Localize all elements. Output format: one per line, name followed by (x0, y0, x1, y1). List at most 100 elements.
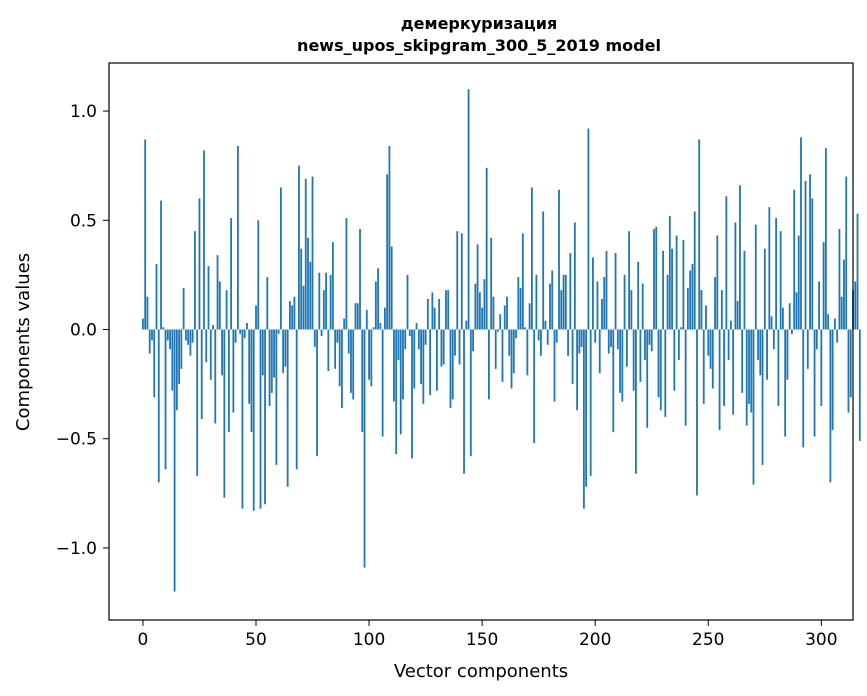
bar (300, 248, 303, 330)
bar (142, 318, 144, 330)
bar (379, 322, 382, 330)
bar (612, 329, 615, 433)
plot-frame (108, 62, 854, 621)
bar (700, 290, 703, 330)
bar (779, 231, 782, 330)
bar (309, 261, 312, 330)
bar (576, 329, 579, 411)
bar (644, 329, 646, 361)
bar (454, 329, 456, 356)
bar (619, 329, 621, 393)
bar (415, 322, 418, 330)
bar (442, 329, 445, 365)
bar (250, 329, 253, 433)
bar (623, 274, 626, 330)
bar (551, 270, 554, 330)
bar (492, 296, 495, 330)
bar (295, 329, 298, 470)
bar (515, 329, 517, 339)
bar (273, 329, 275, 378)
bar (243, 329, 246, 339)
bar (607, 329, 610, 354)
bar (433, 307, 436, 330)
bar (628, 231, 631, 330)
bar (843, 259, 845, 330)
bar (705, 305, 707, 330)
bar (350, 329, 352, 393)
bar (155, 263, 158, 330)
bar (469, 329, 472, 457)
bar (506, 296, 508, 330)
bar (793, 189, 796, 330)
bar (431, 292, 434, 330)
bar (766, 329, 768, 380)
bar (675, 235, 678, 330)
x-tick-label: 0 (138, 630, 149, 650)
bar (854, 281, 857, 330)
bar (635, 329, 637, 474)
bar (711, 329, 714, 389)
bar (402, 329, 404, 400)
bar (562, 274, 565, 330)
bar (680, 327, 683, 330)
bar (544, 320, 547, 330)
bar (598, 329, 601, 374)
bar (426, 298, 429, 330)
bar (485, 167, 488, 330)
bar (293, 296, 296, 330)
bar (791, 329, 793, 334)
bar (388, 146, 391, 330)
bar (494, 329, 497, 369)
bar (467, 89, 470, 330)
x-tick-label: 150 (466, 630, 498, 650)
bar (259, 329, 262, 509)
bar (289, 301, 291, 330)
bar (818, 281, 820, 330)
y-tick-label: 0.0 (70, 320, 97, 340)
bar (180, 329, 183, 369)
bar (641, 283, 644, 330)
bar (307, 237, 309, 330)
bar (386, 174, 389, 330)
bar (153, 329, 156, 398)
bar (827, 314, 830, 330)
bar (420, 329, 422, 385)
bar (682, 239, 685, 330)
bar (716, 235, 719, 330)
bar (268, 329, 271, 406)
bar (345, 218, 348, 330)
bar (603, 277, 606, 330)
bar (657, 329, 660, 398)
bar (316, 329, 318, 457)
bar (687, 287, 689, 330)
y-tick-label: −1.0 (56, 539, 97, 559)
bar (510, 329, 513, 389)
bar (144, 139, 147, 330)
bar (347, 329, 350, 354)
bar (768, 207, 771, 330)
bar (741, 329, 744, 393)
bar (763, 248, 766, 330)
bar (723, 329, 726, 406)
bar (320, 329, 323, 337)
bar (542, 211, 545, 330)
bar (166, 329, 169, 341)
bar (411, 329, 413, 459)
bar (474, 283, 477, 330)
bar (343, 318, 346, 330)
bar (162, 327, 165, 330)
x-tick-label: 250 (692, 630, 724, 650)
bar (359, 229, 361, 330)
bar (580, 329, 583, 347)
bar (318, 272, 321, 330)
bar (610, 329, 612, 347)
bar (632, 329, 635, 391)
bar (804, 180, 807, 330)
bar (732, 329, 735, 415)
bar (255, 305, 257, 330)
x-axis-label: Vector components (394, 661, 568, 682)
bar (614, 253, 617, 330)
bar (458, 329, 461, 365)
bar (797, 235, 800, 330)
bar (684, 329, 687, 426)
